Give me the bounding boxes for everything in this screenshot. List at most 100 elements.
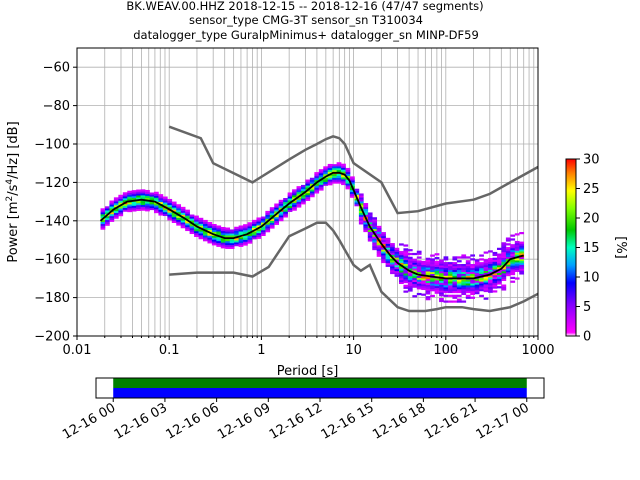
heatmap-cell xyxy=(234,238,239,241)
heatmap-cell xyxy=(443,256,449,259)
heatmap-cell xyxy=(118,212,124,215)
heatmap-cell xyxy=(447,281,453,284)
heatmap-cell xyxy=(407,277,413,281)
heatmap-cell xyxy=(421,272,427,275)
x-tick-label: 0.01 xyxy=(63,343,92,358)
heatmap-cell xyxy=(176,209,182,213)
heatmap-cell xyxy=(390,246,395,250)
heatmap-cell xyxy=(283,215,288,218)
heatmap-cell xyxy=(381,251,386,254)
heatmap-cell xyxy=(109,202,115,205)
heatmap-cell xyxy=(479,277,484,280)
heatmap-cell xyxy=(443,294,449,297)
heatmap-cell xyxy=(185,211,190,214)
heatmap-cell xyxy=(309,183,315,186)
heatmap-cell xyxy=(189,231,195,235)
heatmap-cell xyxy=(158,201,164,205)
heatmap-cell xyxy=(300,200,306,203)
heatmap-cell xyxy=(501,242,507,245)
heatmap-cell xyxy=(323,166,329,169)
heatmap-cell xyxy=(483,251,489,254)
heatmap-cell xyxy=(296,188,302,191)
heatmap-cell xyxy=(122,209,128,212)
heatmap-cell xyxy=(136,206,141,210)
heatmap-cell xyxy=(376,229,382,232)
time-tick-label: 12-16 09 xyxy=(215,400,273,442)
heatmap-cell xyxy=(425,280,431,283)
heatmap-cell xyxy=(225,246,231,249)
heatmap-cell xyxy=(256,234,262,237)
heatmap-cell xyxy=(345,179,351,182)
heatmap-cell xyxy=(412,252,418,256)
heatmap-cell xyxy=(149,198,155,201)
heatmap-cell xyxy=(278,201,284,204)
heatmap-cell xyxy=(412,260,418,263)
heatmap-cell xyxy=(447,273,453,276)
heatmap-cell xyxy=(363,206,369,210)
heatmap-cell xyxy=(345,173,351,176)
heatmap-cell xyxy=(376,225,382,229)
colorbar-tick-label: 25 xyxy=(583,182,600,197)
heatmap-cell xyxy=(430,258,435,261)
heatmap-cell xyxy=(381,237,386,241)
heatmap-cell xyxy=(104,212,110,215)
heatmap-cell xyxy=(456,279,462,282)
heatmap-cell xyxy=(390,269,395,273)
heatmap-cell xyxy=(207,237,213,240)
heatmap-cell xyxy=(505,254,511,257)
heatmap-cell xyxy=(238,225,244,228)
heatmap-cell xyxy=(492,286,498,289)
heatmap-cell xyxy=(430,277,435,280)
heatmap-cell xyxy=(274,207,280,210)
heatmap-cell xyxy=(394,265,400,268)
heatmap-cell xyxy=(398,274,404,277)
heatmap-cell xyxy=(145,191,150,195)
heatmap-cell xyxy=(372,228,378,231)
heatmap-cell xyxy=(434,260,440,264)
heatmap-cell xyxy=(474,284,480,287)
heatmap-cell xyxy=(443,285,449,288)
heatmap-cell xyxy=(176,223,182,226)
heatmap-cell xyxy=(354,200,360,203)
heatmap-cell xyxy=(465,265,471,269)
heatmap-cell xyxy=(296,193,302,197)
heatmap-cell xyxy=(501,284,507,287)
heatmap-cell xyxy=(510,269,516,272)
heatmap-cell xyxy=(461,292,467,296)
heatmap-cell xyxy=(180,226,186,229)
heatmap-cell xyxy=(171,216,177,220)
heatmap-cell xyxy=(421,270,427,273)
heatmap-cell xyxy=(131,193,137,197)
heatmap-cell xyxy=(305,194,311,198)
heatmap-cell xyxy=(492,257,498,260)
heatmap-cell xyxy=(109,204,115,207)
heatmap-cell xyxy=(167,210,173,213)
heatmap-cell xyxy=(501,278,507,281)
heatmap-cell xyxy=(465,283,471,286)
heatmap-cell xyxy=(131,207,137,210)
heatmap-cell xyxy=(425,269,431,272)
main-axis-ticks: 0.01 0.1 1 10 100 1000 −200 −180 −160 −140 −120 −10… xyxy=(34,61,554,358)
y-tick-label: −160 xyxy=(34,253,70,268)
heatmap-cell xyxy=(211,235,217,238)
heatmap-cell xyxy=(180,222,186,225)
heatmap-cell xyxy=(265,224,271,227)
heatmap-cell xyxy=(488,250,493,253)
heatmap-cell xyxy=(296,201,302,204)
heatmap-cell xyxy=(265,214,271,217)
heatmap-cell xyxy=(439,297,444,301)
heatmap-cell xyxy=(385,249,391,252)
heatmap-cell xyxy=(496,266,502,270)
heatmap-cell xyxy=(492,251,498,255)
heatmap-cell xyxy=(416,292,422,296)
title-line-2: sensor_type CMG-3T sensor_sn T310034 xyxy=(189,13,423,27)
heatmap-cell xyxy=(113,208,119,212)
heatmap-cell xyxy=(465,260,471,263)
heatmap-cell xyxy=(452,265,458,269)
heatmap-cell xyxy=(501,276,507,280)
heatmap-cell xyxy=(403,263,409,266)
heatmap-cell xyxy=(416,287,422,290)
heatmap-cell xyxy=(439,294,444,297)
heatmap-cell xyxy=(461,275,467,278)
heatmap-cell xyxy=(367,222,373,225)
